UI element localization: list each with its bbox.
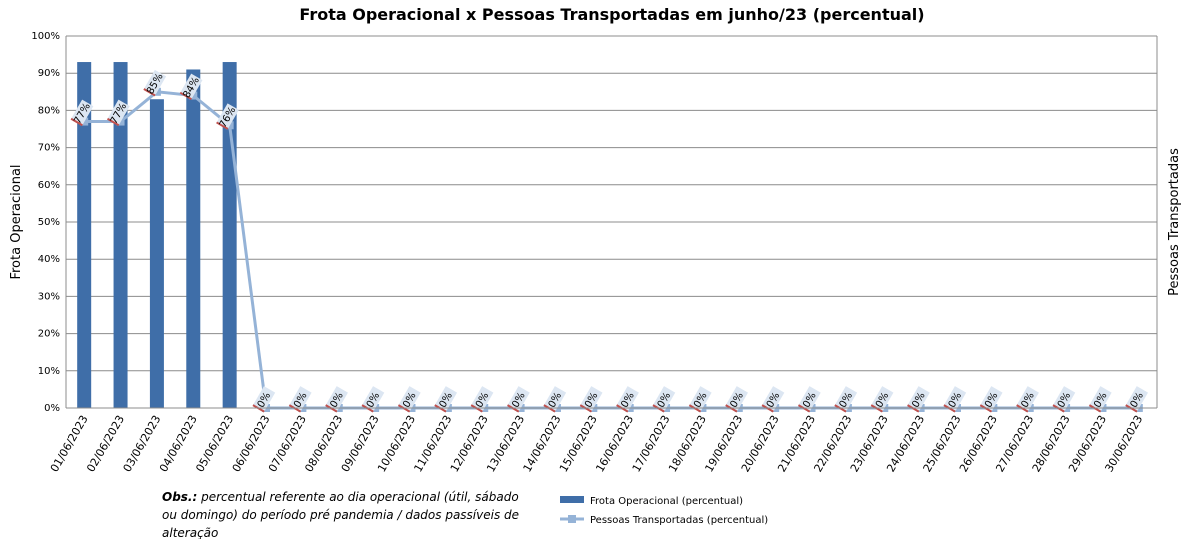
y-tick-label: 80% xyxy=(38,105,60,116)
x-tick-label: 18/06/2023 xyxy=(666,413,709,474)
y-tick-label: 40% xyxy=(38,254,60,265)
bar xyxy=(149,99,164,409)
bar xyxy=(77,62,92,408)
x-tick-label: 26/06/2023 xyxy=(957,413,1000,474)
data-label-edge xyxy=(106,117,120,127)
x-tick-label: 23/06/2023 xyxy=(848,413,891,474)
x-tick-label: 13/06/2023 xyxy=(484,413,527,474)
data-label-bg xyxy=(143,69,167,96)
x-tick-label: 28/06/2023 xyxy=(1030,413,1073,474)
x-tick-label: 20/06/2023 xyxy=(739,413,782,474)
data-label-bg xyxy=(652,386,676,412)
bar xyxy=(186,69,201,408)
data-label-bg xyxy=(943,386,967,412)
data-label-bg xyxy=(616,386,639,412)
x-tick-label: 19/06/2023 xyxy=(702,413,745,474)
y-tick-label: 100% xyxy=(31,31,60,42)
x-tick-label: 07/06/2023 xyxy=(266,413,309,474)
x-tick-label: 30/06/2023 xyxy=(1102,413,1145,474)
line xyxy=(84,90,1139,410)
data-label-bg xyxy=(907,386,930,412)
data-label-bg xyxy=(543,386,567,412)
data-label-bg xyxy=(871,386,894,412)
x-tick-label: 24/06/2023 xyxy=(884,413,927,474)
data-label-bg xyxy=(1089,386,1112,412)
x-tick-label: 11/06/2023 xyxy=(411,413,454,474)
data-label-bg xyxy=(980,386,1003,412)
data-label-bg xyxy=(507,386,530,412)
chart-title: Frota Operacional x Pessoas Transportada… xyxy=(299,5,924,24)
x-tick-label: 17/06/2023 xyxy=(630,413,673,474)
y-tick-label: 50% xyxy=(38,217,60,228)
x-tick-label: 01/06/2023 xyxy=(48,413,91,474)
data-label-bg xyxy=(180,73,203,100)
x-tick-label: 12/06/2023 xyxy=(448,413,491,474)
y-tick-label: 20% xyxy=(38,329,60,340)
data-label-bg xyxy=(834,386,858,412)
data-label-bg xyxy=(252,386,276,412)
data-label-bg xyxy=(1125,386,1149,412)
data-label-bg xyxy=(216,103,239,129)
x-tick-label: 08/06/2023 xyxy=(302,413,345,474)
legend-swatch xyxy=(568,515,576,523)
x-tick-label: 02/06/2023 xyxy=(84,413,127,474)
legend-label: Pessoas Transportadas (percentual) xyxy=(590,515,768,526)
y-tick-label: 10% xyxy=(38,366,60,377)
data-label-bg xyxy=(325,386,348,412)
data-label-bg xyxy=(725,386,748,412)
data-label-bg xyxy=(762,386,785,412)
data-label-bg xyxy=(1053,386,1076,412)
x-tick-label: 25/06/2023 xyxy=(921,413,964,474)
note-text: percentual referente ao dia operacional … xyxy=(162,490,520,539)
data-label-bg xyxy=(471,386,494,412)
data-label-bg xyxy=(362,386,385,412)
x-tick-label: 29/06/2023 xyxy=(1066,413,1109,474)
bar xyxy=(113,62,128,408)
data-label-bg xyxy=(580,386,603,412)
data-label-bg xyxy=(71,99,94,126)
data-label-edge xyxy=(143,88,156,97)
data-label-bg xyxy=(1016,386,1039,412)
x-tick-label: 22/06/2023 xyxy=(812,413,855,474)
data-label-edge xyxy=(179,91,192,101)
legend-swatch xyxy=(560,496,584,503)
x-tick-label: 03/06/2023 xyxy=(121,413,164,474)
y-tick-label: 30% xyxy=(38,291,60,302)
y-tick-label: 90% xyxy=(38,68,60,79)
note: Obs.: percentual referente ao dia operac… xyxy=(162,488,522,539)
x-tick-label: 27/06/2023 xyxy=(993,413,1036,474)
y-tick-label: 60% xyxy=(38,180,60,191)
y2-axis-label: Pessoas Transportadas xyxy=(1167,148,1182,296)
y-axis-label: Frota Operacional xyxy=(9,164,24,279)
x-tick-label: 15/06/2023 xyxy=(557,413,600,474)
data-label-bg xyxy=(798,386,821,412)
data-label-bg xyxy=(689,386,712,412)
x-tick-label: 10/06/2023 xyxy=(375,413,418,474)
x-tick-label: 14/06/2023 xyxy=(521,413,564,474)
x-tick-label: 09/06/2023 xyxy=(339,413,382,474)
x-tick-label: 06/06/2023 xyxy=(230,413,273,474)
x-tick-label: 21/06/2023 xyxy=(775,413,818,474)
legend-label: Frota Operacional (percentual) xyxy=(590,496,743,507)
x-tick-label: 05/06/2023 xyxy=(193,413,236,474)
data-label-edge xyxy=(70,117,83,127)
data-label-bg xyxy=(107,99,130,126)
note-label: Obs.: xyxy=(162,490,198,504)
data-label-edge xyxy=(216,121,229,130)
x-tick-label: 16/06/2023 xyxy=(593,413,636,474)
data-label-bg xyxy=(434,386,458,412)
data-label-bg xyxy=(398,386,421,412)
y-tick-label: 70% xyxy=(38,143,60,154)
data-label-bg xyxy=(289,386,312,412)
x-tick-label: 04/06/2023 xyxy=(157,413,200,474)
y-tick-label: 0% xyxy=(44,403,60,414)
